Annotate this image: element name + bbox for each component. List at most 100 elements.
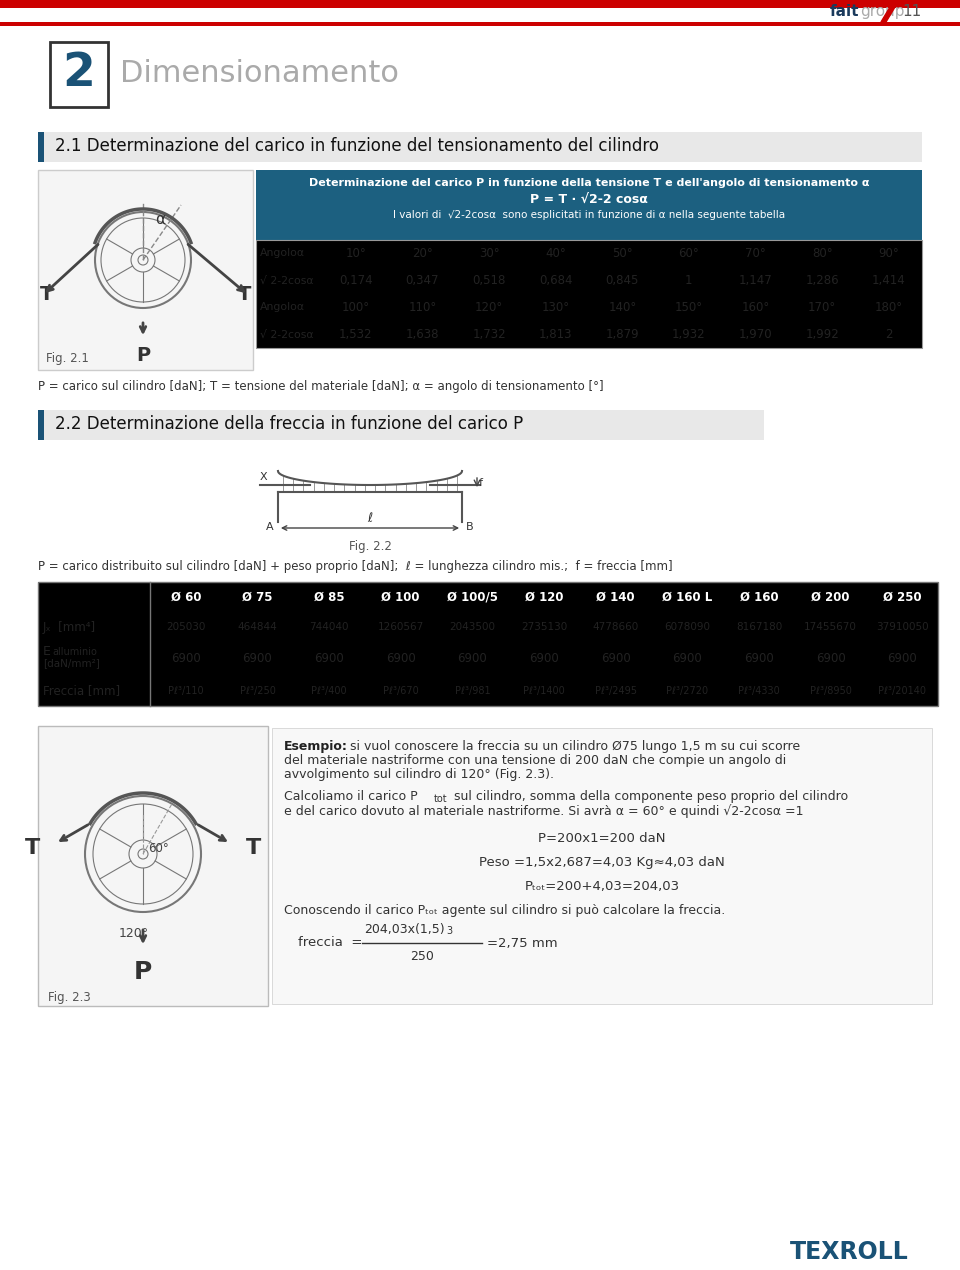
- Bar: [389, 240, 456, 267]
- Text: f: f: [479, 478, 483, 488]
- Text: [daN/mm²]: [daN/mm²]: [43, 658, 100, 668]
- Text: Ø 120: Ø 120: [525, 591, 564, 603]
- Text: P = T · √2-2 cosα: P = T · √2-2 cosα: [530, 194, 648, 207]
- Text: P: P: [133, 960, 152, 984]
- Bar: [656, 267, 722, 293]
- Text: 20°: 20°: [412, 246, 433, 260]
- Text: Esempio:: Esempio:: [284, 740, 348, 753]
- Text: 0,684: 0,684: [539, 274, 572, 287]
- Bar: [456, 240, 522, 267]
- Bar: [456, 321, 522, 348]
- Bar: [38, 132, 44, 163]
- Text: P=200x1=200 daN: P=200x1=200 daN: [539, 832, 665, 845]
- Text: tot: tot: [434, 794, 447, 804]
- Text: =2,75 mm: =2,75 mm: [487, 936, 558, 950]
- Text: 130°: 130°: [541, 301, 570, 314]
- Bar: [855, 321, 922, 348]
- Bar: [722, 267, 789, 293]
- Text: 6900: 6900: [744, 653, 774, 665]
- Text: 1,414: 1,414: [872, 274, 905, 287]
- Text: Fig. 2.1: Fig. 2.1: [46, 352, 89, 364]
- Bar: [323, 240, 389, 267]
- Bar: [589, 267, 656, 293]
- Text: 2: 2: [62, 52, 95, 97]
- Text: 60°: 60°: [679, 246, 699, 260]
- Text: 6900: 6900: [386, 653, 416, 665]
- Bar: [789, 240, 855, 267]
- Text: 160°: 160°: [741, 301, 770, 314]
- Text: 1,732: 1,732: [472, 328, 506, 342]
- Bar: [256, 240, 323, 267]
- Text: 2735130: 2735130: [521, 622, 567, 632]
- Text: Dimensionamento: Dimensionamento: [120, 60, 398, 89]
- Text: 110°: 110°: [408, 301, 437, 314]
- Text: TEXROLL: TEXROLL: [790, 1240, 909, 1264]
- Bar: [589, 293, 656, 321]
- Bar: [855, 267, 922, 293]
- Text: Ø 75: Ø 75: [242, 591, 273, 603]
- Bar: [522, 240, 589, 267]
- Text: B: B: [466, 522, 473, 532]
- Text: 120°: 120°: [475, 301, 503, 314]
- Bar: [389, 321, 456, 348]
- Text: 100°: 100°: [342, 301, 370, 314]
- Text: 1,970: 1,970: [738, 328, 772, 342]
- Bar: [656, 293, 722, 321]
- Text: P: P: [136, 345, 150, 364]
- Bar: [38, 612, 938, 643]
- Text: 37910050: 37910050: [876, 622, 928, 632]
- Text: P = carico distribuito sul cilindro [daN] + peso proprio [daN];  ℓ = lunghezza c: P = carico distribuito sul cilindro [daN…: [38, 560, 673, 573]
- Text: group: group: [860, 4, 904, 19]
- Text: A: A: [266, 522, 274, 532]
- Text: 1,932: 1,932: [672, 328, 706, 342]
- Text: Fig. 2.2: Fig. 2.2: [348, 540, 392, 552]
- Text: 8167180: 8167180: [735, 622, 782, 632]
- Text: 1,147: 1,147: [738, 274, 773, 287]
- Text: ℓ: ℓ: [368, 512, 372, 525]
- Text: 464844: 464844: [237, 622, 277, 632]
- Bar: [789, 293, 855, 321]
- Text: 2043500: 2043500: [449, 622, 495, 632]
- Text: 70°: 70°: [745, 246, 766, 260]
- Text: 1,532: 1,532: [339, 328, 372, 342]
- Text: E: E: [43, 645, 51, 658]
- Bar: [522, 321, 589, 348]
- Text: 1,879: 1,879: [606, 328, 639, 342]
- Text: 205030: 205030: [166, 622, 205, 632]
- Text: 6900: 6900: [529, 653, 559, 665]
- Bar: [38, 582, 938, 706]
- Text: e del carico dovuto al materiale nastriforme. Si avrà α = 60° e quindi √2-2cosα : e del carico dovuto al materiale nastrif…: [284, 804, 804, 818]
- Text: si vuol conoscere la freccia su un cilindro Ø75 lungo 1,5 m su cui scorre: si vuol conoscere la freccia su un cilin…: [350, 740, 800, 753]
- Text: 1,992: 1,992: [805, 328, 839, 342]
- Text: Calcoliamo il carico P: Calcoliamo il carico P: [284, 790, 418, 803]
- Text: Pℓ³/110: Pℓ³/110: [168, 686, 204, 696]
- Text: freccia  =: freccia =: [298, 936, 362, 950]
- Text: P = carico sul cilindro [daN]; T = tensione del materiale [daN]; α = angolo di t: P = carico sul cilindro [daN]; T = tensi…: [38, 380, 604, 392]
- Text: 6900: 6900: [672, 653, 702, 665]
- Text: 3: 3: [446, 926, 452, 936]
- Text: 0,845: 0,845: [606, 274, 639, 287]
- Text: 11: 11: [902, 4, 922, 19]
- Text: Pₜₒₜ=200+4,03=204,03: Pₜₒₜ=200+4,03=204,03: [524, 880, 680, 893]
- Text: 4778660: 4778660: [592, 622, 638, 632]
- Text: 150°: 150°: [675, 301, 703, 314]
- Text: Fig. 2.3: Fig. 2.3: [48, 991, 91, 1005]
- Text: √ 2-2cosα: √ 2-2cosα: [260, 276, 314, 286]
- Text: Pℓ³/1400: Pℓ³/1400: [523, 686, 564, 696]
- Text: 10°: 10°: [346, 246, 367, 260]
- Text: Ø 100/5: Ø 100/5: [446, 591, 498, 603]
- Text: 6078090: 6078090: [664, 622, 710, 632]
- Bar: [323, 267, 389, 293]
- Bar: [38, 170, 253, 370]
- Text: alluminio: alluminio: [52, 646, 97, 657]
- Text: Pℓ³/670: Pℓ³/670: [383, 686, 419, 696]
- Bar: [389, 267, 456, 293]
- Text: 170°: 170°: [808, 301, 836, 314]
- Text: Ø 100: Ø 100: [381, 591, 420, 603]
- Text: 6900: 6900: [816, 653, 846, 665]
- Text: sul cilindro, somma della componente peso proprio del cilindro: sul cilindro, somma della componente pes…: [450, 790, 848, 803]
- Bar: [456, 267, 522, 293]
- Bar: [256, 267, 323, 293]
- Text: Pℓ³/250: Pℓ³/250: [239, 686, 276, 696]
- Text: 1260567: 1260567: [377, 622, 424, 632]
